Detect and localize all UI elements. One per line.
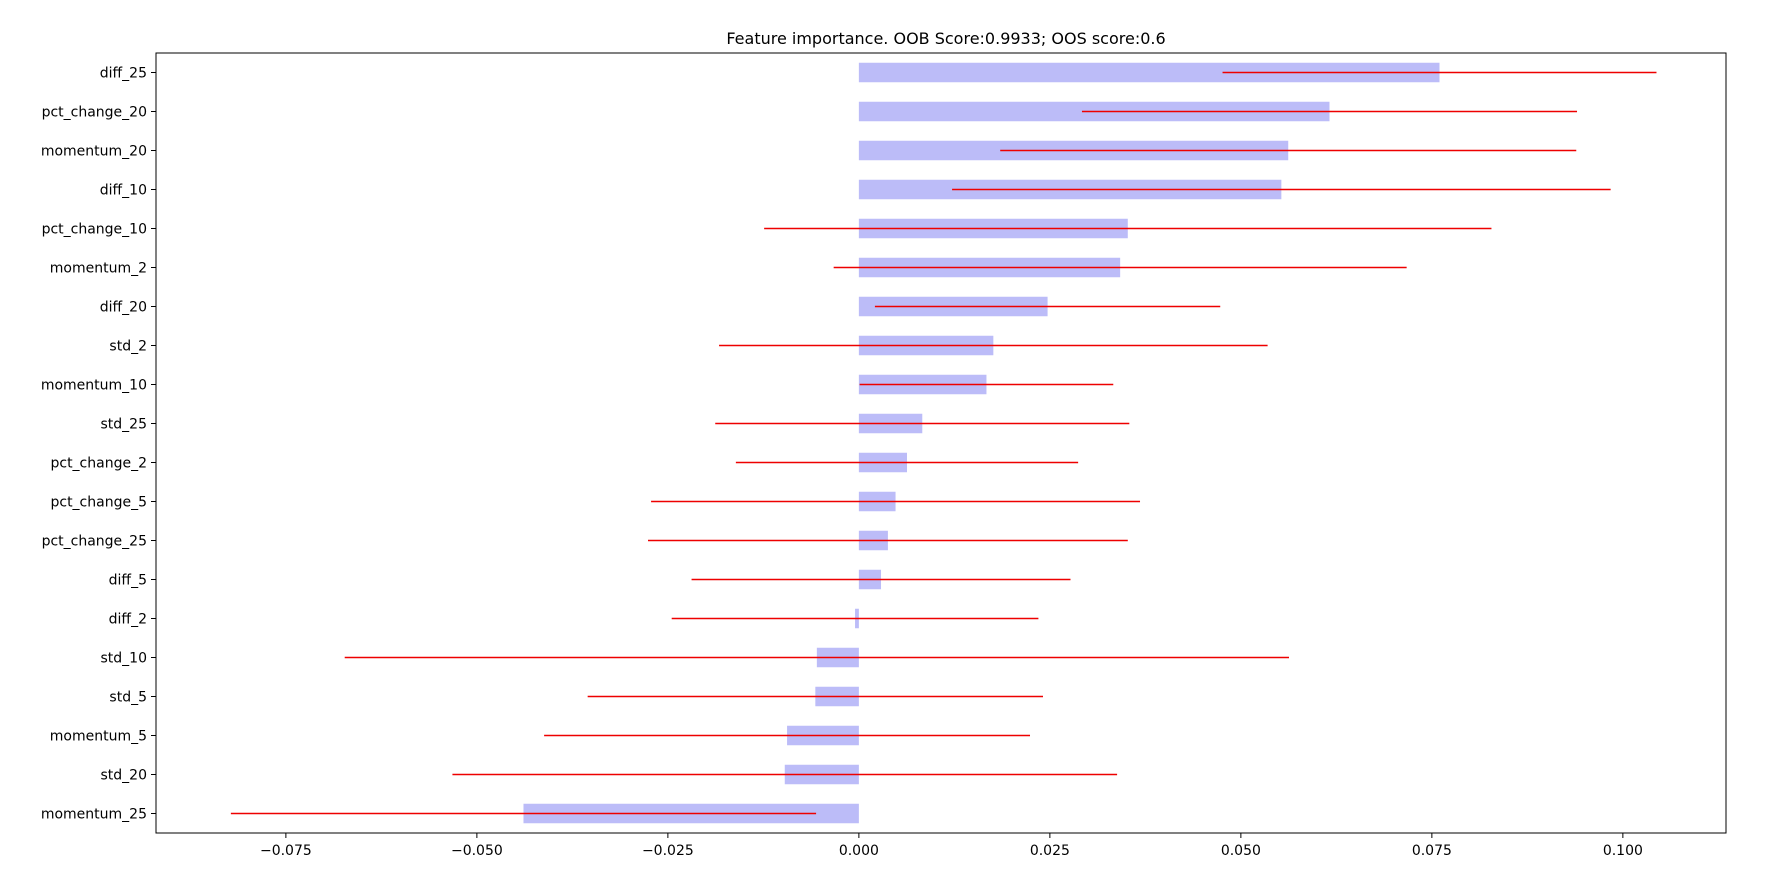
error-bars-group xyxy=(230,71,1657,815)
y-tick-label: momentum_10 xyxy=(41,378,147,394)
y-tick-label: pct_change_2 xyxy=(50,456,147,472)
y-tick-label: diff_5 xyxy=(109,573,147,589)
x-axis: −0.075 −0.050 −0.025 0.000 0.025 0.050 0.075 0.… xyxy=(260,833,1643,859)
y-tick-label: std_5 xyxy=(109,690,147,706)
chart-title: Feature importance. OOB Score:0.9933; OO… xyxy=(726,29,1165,48)
y-tick-label: std_25 xyxy=(101,417,147,433)
x-tick-label: 0.050 xyxy=(1221,843,1261,859)
y-tick-label: momentum_20 xyxy=(41,144,147,160)
x-tick-label: 0.075 xyxy=(1412,843,1452,859)
plot-frame xyxy=(155,52,1727,834)
y-tick-label: diff_10 xyxy=(100,183,147,199)
y-axis: diff_25 pct_change_20 momentum_20 diff_10pc… xyxy=(41,66,156,823)
y-tick-label: momentum_2 xyxy=(50,261,147,277)
y-tick-label: std_10 xyxy=(101,651,147,667)
y-tick-label: pct_change_5 xyxy=(50,495,147,511)
y-tick-label: diff_20 xyxy=(100,300,147,316)
x-tick-label: −0.075 xyxy=(260,843,312,859)
x-tick-label: 0.100 xyxy=(1603,843,1643,859)
y-tick-label: pct_change_25 xyxy=(42,534,147,550)
x-tick-label: −0.025 xyxy=(642,843,694,859)
y-tick-label: pct_change_10 xyxy=(42,222,147,238)
x-tick-label: −0.050 xyxy=(451,843,503,859)
y-tick-label: diff_2 xyxy=(109,612,147,628)
y-tick-label: std_20 xyxy=(101,768,147,784)
x-tick-label: 0.000 xyxy=(839,843,879,859)
y-tick-label: momentum_25 xyxy=(41,807,147,823)
y-tick-label: momentum_5 xyxy=(50,729,147,745)
bar-diff_25 xyxy=(858,62,1440,83)
x-tick-label: 0.025 xyxy=(1030,843,1070,859)
bars-group xyxy=(523,62,1440,824)
y-tick-label: diff_25 xyxy=(100,66,147,82)
y-tick-label: pct_change_20 xyxy=(42,105,147,121)
y-tick-label: std_2 xyxy=(109,339,147,355)
